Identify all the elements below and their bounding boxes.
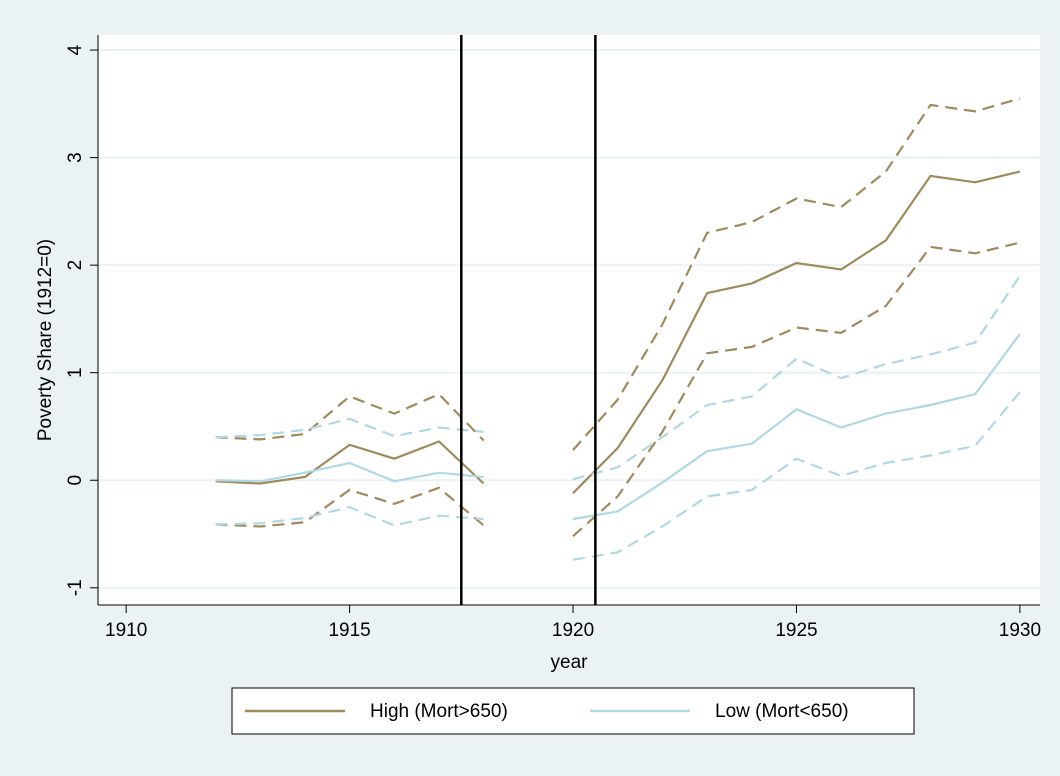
plot-area — [98, 35, 1040, 605]
y-tick-label: 0 — [65, 475, 86, 486]
x-tick-label: 1930 — [999, 620, 1041, 641]
ci-lower-line — [215, 241, 1021, 538]
y-axis-label: Poverty Share (1912=0) — [35, 239, 56, 441]
series-line — [215, 333, 1021, 521]
y-tick-label: 4 — [65, 44, 86, 55]
legend-label: High (Mort>650) — [370, 701, 508, 722]
y-tick-label: -1 — [65, 579, 86, 596]
x-tick-label: 1920 — [552, 620, 594, 641]
ci-upper-line — [215, 97, 1021, 451]
x-axis-label: year — [551, 652, 589, 673]
ci-lower-line — [215, 391, 1021, 561]
ci-upper-line — [215, 275, 1021, 481]
y-tick-label: 1 — [65, 367, 86, 378]
x-tick-label: 1910 — [105, 620, 147, 641]
series-line — [215, 170, 1021, 494]
y-tick-label: 3 — [65, 152, 86, 163]
x-tick-label: 1925 — [775, 620, 817, 641]
x-tick-label: 1915 — [328, 620, 370, 641]
legend-box — [231, 687, 915, 735]
legend-label: Low (Mort<650) — [715, 701, 849, 722]
y-tick-label: 2 — [65, 260, 86, 271]
